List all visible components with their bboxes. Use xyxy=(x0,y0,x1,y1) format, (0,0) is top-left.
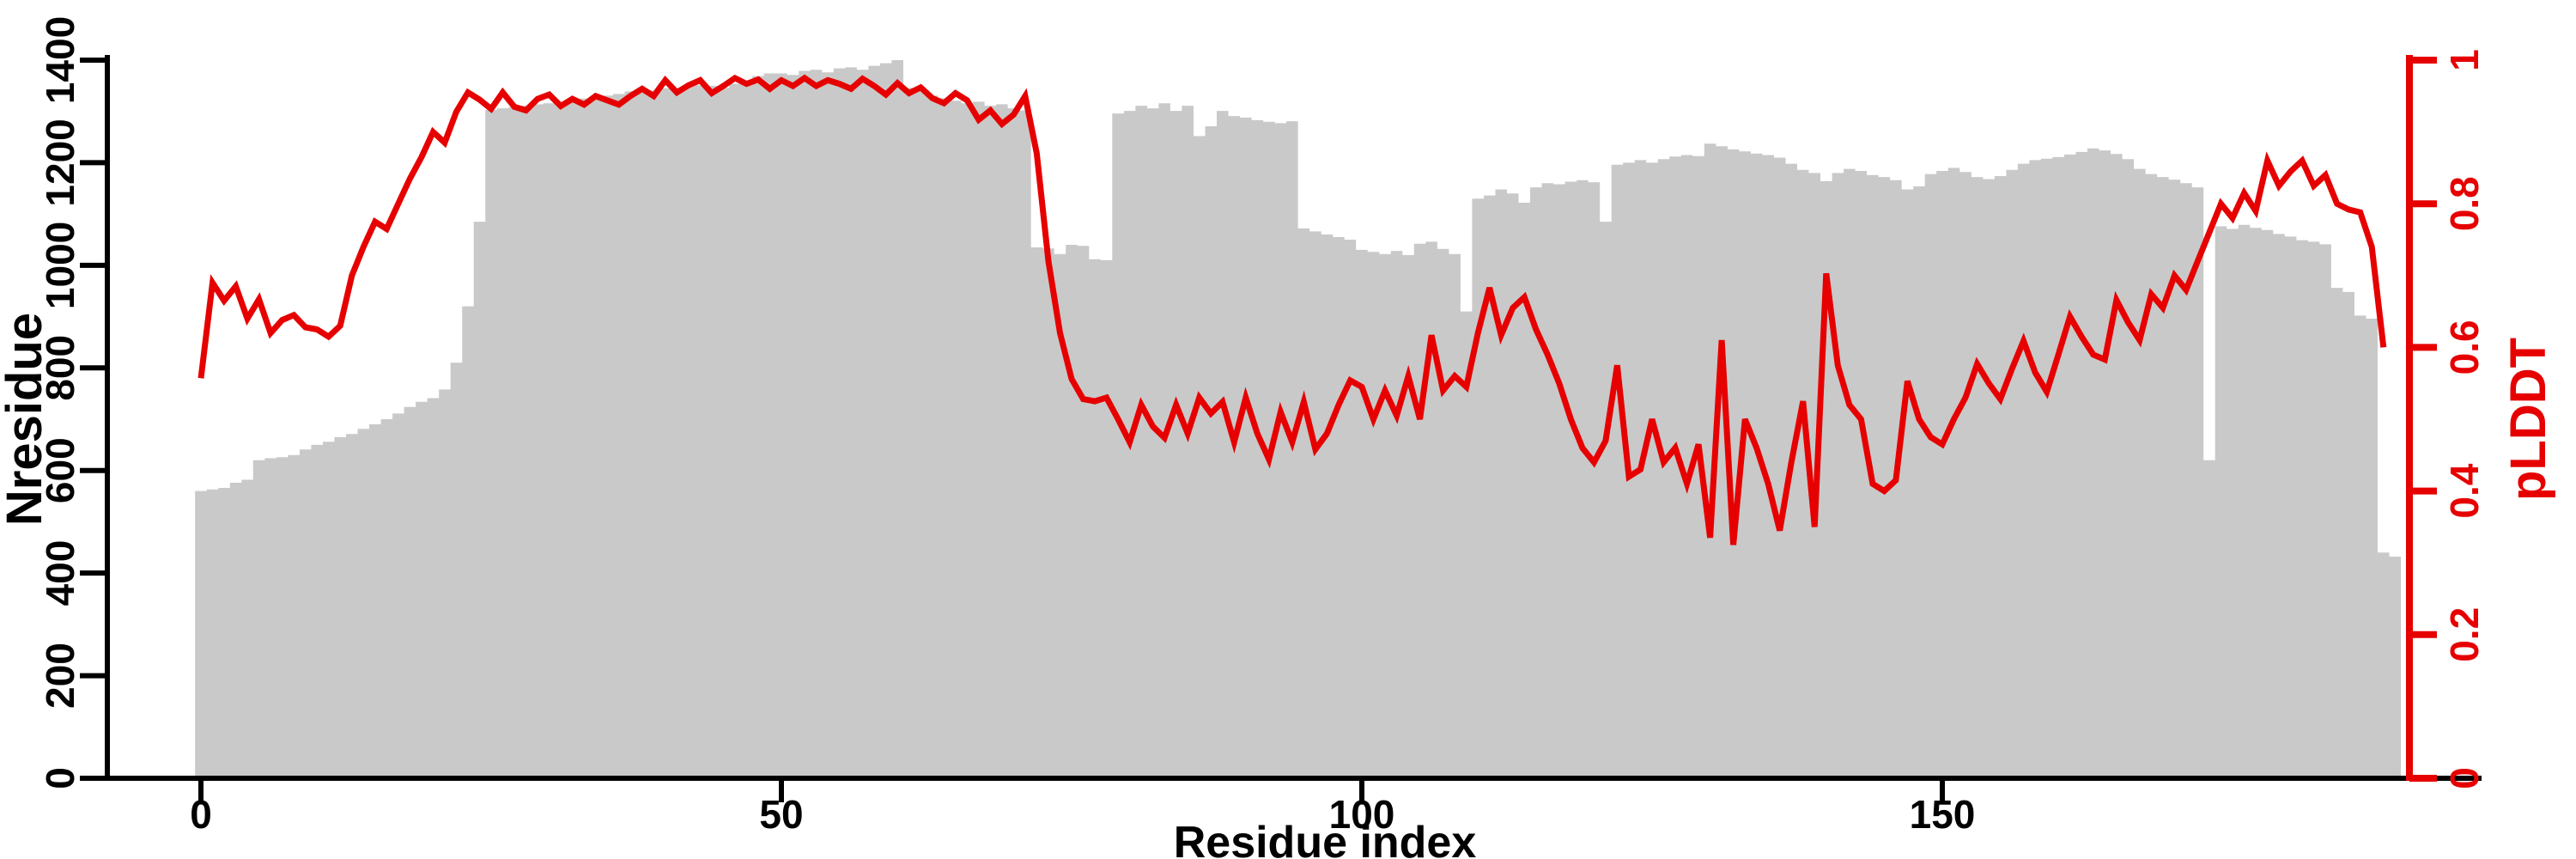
y-left-tick-label: 200 xyxy=(38,643,82,709)
y-right-tick-label: 0.2 xyxy=(2442,607,2487,662)
x-tick-label: 0 xyxy=(190,792,212,837)
y-right-tick-label: 0 xyxy=(2442,767,2487,789)
y-left-tick-label: 1000 xyxy=(38,222,82,309)
y-left-tick-label: 0 xyxy=(38,767,82,789)
x-tick-label: 150 xyxy=(1910,792,1976,837)
x-tick-label: 50 xyxy=(759,792,803,837)
y-left-tick-label: 1200 xyxy=(38,119,82,206)
y-axis-right-title: pLDDT xyxy=(2500,338,2556,501)
y-right-tick-label: 0.4 xyxy=(2442,463,2487,518)
y-left-tick-label: 400 xyxy=(38,540,82,606)
y-axis-left-title: Nresidue xyxy=(0,313,52,526)
x-tick-label: 100 xyxy=(1329,792,1395,837)
axes-layer: 0 50 100 150 0 200 400 600 800 1000 1200 1400 0 0.2 0.… xyxy=(38,16,2487,837)
y-right-tick-label: 0.8 xyxy=(2442,176,2487,231)
y-left-tick-label: 600 xyxy=(38,437,82,503)
y-right-tick-label: 0.6 xyxy=(2442,320,2487,375)
plddt-line xyxy=(197,74,2387,545)
y-left-tick-label: 800 xyxy=(38,335,82,401)
y-right-tick-label: 1 xyxy=(2442,49,2487,71)
x-axis-title: Residue index xyxy=(1174,818,1477,859)
y-left-tick-label: 1400 xyxy=(38,16,82,104)
line-layer xyxy=(197,74,2387,545)
